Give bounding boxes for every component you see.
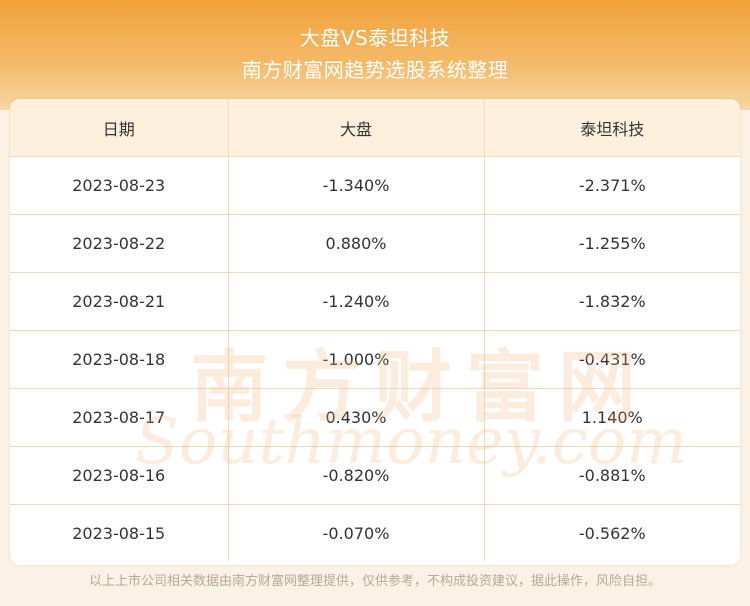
cell-stock: -1.832% (484, 272, 740, 331)
table-row: 2023-08-17 0.430% 1.140% (10, 388, 740, 447)
cell-date: 2023-08-15 (10, 504, 229, 562)
disclaimer-text: 以上上市公司相关数据由南方财富网整理提供，仅供参考，不构成投资建议，据此操作，风… (88, 574, 661, 589)
cell-date: 2023-08-17 (10, 388, 229, 447)
cell-market: 0.430% (228, 388, 485, 447)
cell-stock: -0.881% (484, 446, 740, 505)
cell-date: 2023-08-16 (10, 446, 229, 505)
cell-stock: 1.140% (484, 388, 740, 447)
cell-date: 2023-08-22 (10, 214, 229, 273)
table-row: 2023-08-21 -1.240% -1.832% (10, 272, 740, 331)
table-row: 2023-08-16 -0.820% -0.881% (10, 446, 740, 505)
table-row: 2023-08-15 -0.070% -0.562% (10, 504, 740, 562)
page-title: 大盘VS泰坦科技 (299, 26, 451, 50)
table-row: 2023-08-18 -1.000% -0.431% (10, 330, 740, 389)
table-row: 2023-08-23 -1.340% -2.371% (10, 156, 740, 215)
comparison-table: 日期 大盘 泰坦科技 2023-08-23 -1.340% -2.371% 20… (10, 99, 740, 562)
cell-market: -1.000% (228, 330, 485, 389)
cell-stock: -0.431% (484, 330, 740, 389)
table-row: 2023-08-22 0.880% -1.255% (10, 214, 740, 273)
table-header-row: 日期 大盘 泰坦科技 (10, 99, 740, 157)
cell-stock: -2.371% (484, 156, 740, 215)
cell-date: 2023-08-21 (10, 272, 229, 331)
page-subtitle: 南方财富网趋势选股系统整理 (241, 58, 509, 82)
cell-market: -1.240% (228, 272, 485, 331)
cell-market: -1.340% (228, 156, 485, 215)
cell-date: 2023-08-18 (10, 330, 229, 389)
column-header-stock: 泰坦科技 (484, 99, 740, 157)
cell-market: -0.820% (228, 446, 485, 505)
cell-stock: -1.255% (484, 214, 740, 273)
column-header-market: 大盘 (228, 99, 485, 157)
cell-market: -0.070% (228, 504, 485, 562)
cell-stock: -0.562% (578, 524, 646, 543)
header-banner: 大盘VS泰坦科技 南方财富网趋势选股系统整理 (0, 0, 750, 110)
data-table-card: 日期 大盘 泰坦科技 2023-08-23 -1.340% -2.371% 20… (10, 99, 740, 565)
cell-date: 2023-08-23 (10, 156, 229, 215)
column-header-date: 日期 (10, 99, 229, 157)
cell-market: 0.880% (228, 214, 485, 273)
